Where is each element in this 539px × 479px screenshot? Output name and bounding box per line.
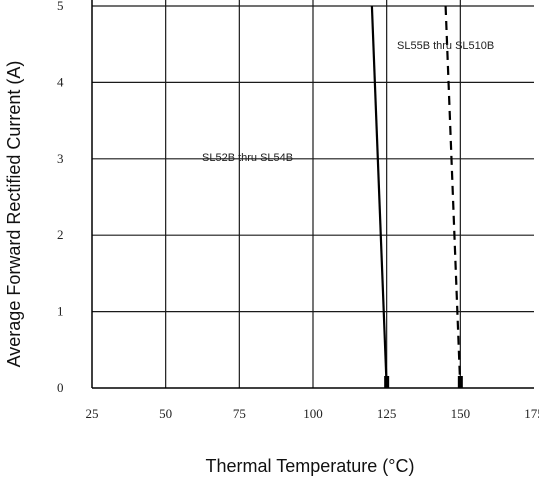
y-axis-title: Average Forward Rectified Current (A)	[4, 61, 24, 368]
x-tick-label-150: 150	[451, 406, 471, 421]
series-end-marker-1	[457, 376, 463, 388]
x-tick-label-100: 100	[303, 406, 323, 421]
series-end-marker-0	[384, 376, 390, 388]
y-tick-label-1: 1	[57, 304, 64, 319]
series-line-1	[444, 5, 462, 389]
y-tick-label-0: 0	[57, 380, 64, 395]
y-tick-label-3: 3	[57, 151, 64, 166]
x-axis-title: Thermal Temperature (°C)	[206, 456, 415, 476]
x-tick-label-175: 175	[524, 406, 539, 421]
series-label-sl55b: SL55B thru SL510B	[397, 40, 494, 52]
tick-labels: 0 1 2 3 4 5 25 50 75 100 125 150 175	[57, 0, 539, 421]
x-tick-label-75: 75	[233, 406, 246, 421]
series-line-0	[370, 5, 388, 389]
series-lines	[370, 5, 463, 389]
x-tick-label-50: 50	[159, 406, 172, 421]
x-tick-label-25: 25	[86, 406, 99, 421]
x-tick-label-125: 125	[377, 406, 397, 421]
y-tick-label-4: 4	[57, 74, 64, 89]
y-tick-label-2: 2	[57, 227, 64, 242]
y-tick-label-5: 5	[57, 0, 64, 13]
grid-lines	[92, 0, 534, 388]
series-label-sl52b: SL52B thru SL54B	[202, 152, 293, 164]
